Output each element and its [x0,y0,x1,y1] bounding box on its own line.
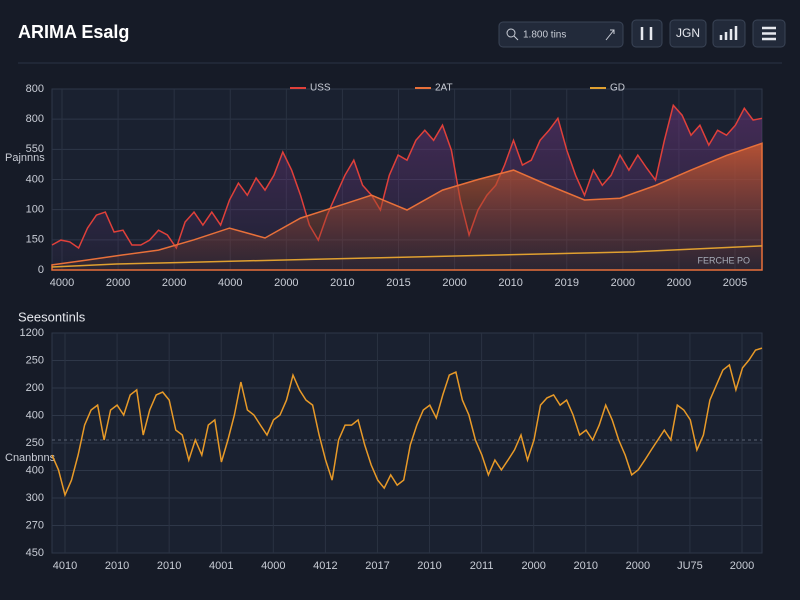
x-tick-label: 2010 [574,560,598,572]
y-tick-label: 400 [26,173,44,185]
x-tick-label: 2010 [157,560,181,572]
search-text: 1.800 tins [523,30,566,41]
x-tick-label: 2000 [626,560,650,572]
y-tick-label: 270 [26,519,44,531]
chart-icon [719,26,738,40]
x-tick-label: 4010 [53,560,77,572]
pause-icon [640,27,653,40]
legend-label: 2AT [435,83,453,94]
search-icon [506,28,516,38]
search-box[interactable] [498,21,624,48]
x-tick-label: 2010 [105,560,129,572]
line [51,245,763,268]
section-title: Seesontinls [18,309,86,324]
search-icon-handle [513,35,519,41]
y-tick-label: 800 [26,113,44,125]
line [51,347,763,498]
y-tick-label: 200 [26,382,44,394]
x-tick-label: 2010 [498,277,522,289]
x-tick-label: 2000 [106,277,130,289]
label-button[interactable] [669,19,707,48]
y-tick-label: 400 [26,464,44,476]
x-tick-label: 4001 [209,560,233,572]
search-action-icon [605,29,615,41]
y-tick-label: 550 [26,143,44,155]
line [51,103,763,250]
x-tick-label: 2010 [417,560,441,572]
area [51,142,763,271]
legend-label: GD [610,83,625,94]
y-tick-label: 400 [26,409,44,421]
y-axis-label: Pajnnns [5,152,45,164]
menu-icon [762,26,776,41]
x-tick-label: 2000 [667,277,691,289]
annotation: FERCHE PO [697,255,750,265]
y-tick-label: 450 [26,547,44,559]
x-tick-label: 2000 [442,277,466,289]
x-tick-label: 2019 [555,277,579,289]
y-tick-label: 300 [26,492,44,504]
y-axis-label: Cnanbnns [5,452,56,464]
y-tick-label: 250 [26,354,44,366]
x-tick-label: 4000 [218,277,242,289]
label-button-text: JGN [676,26,700,40]
x-tick-label: 2000 [611,277,635,289]
y-tick-label: 150 [26,234,44,246]
x-tick-label: 2000 [162,277,186,289]
x-tick-label: 4000 [50,277,74,289]
y-tick-label: 0 [38,264,44,276]
x-tick-label: 2005 [723,277,747,289]
pause-button[interactable] [631,19,663,48]
x-tick-label: 2000 [730,560,754,572]
x-tick-label: 2017 [365,560,389,572]
x-tick-label: 2011 [470,560,494,572]
y-tick-label: 100 [26,204,44,216]
x-tick-label: 2000 [274,277,298,289]
chart-button[interactable] [712,19,746,48]
x-tick-label: JU75 [677,560,703,572]
x-tick-label: 2010 [330,277,354,289]
legend-label: USS [310,83,331,94]
y-tick-label: 250 [26,437,44,449]
y-tick-label: 1200 [20,327,44,339]
y-tick-label: 800 [26,83,44,95]
x-tick-label: 2000 [521,560,545,572]
app-title: ARIMA Esalg [18,22,129,42]
x-tick-label: 2015 [386,277,410,289]
x-tick-label: 4000 [261,560,285,572]
x-tick-label: 4012 [313,560,337,572]
